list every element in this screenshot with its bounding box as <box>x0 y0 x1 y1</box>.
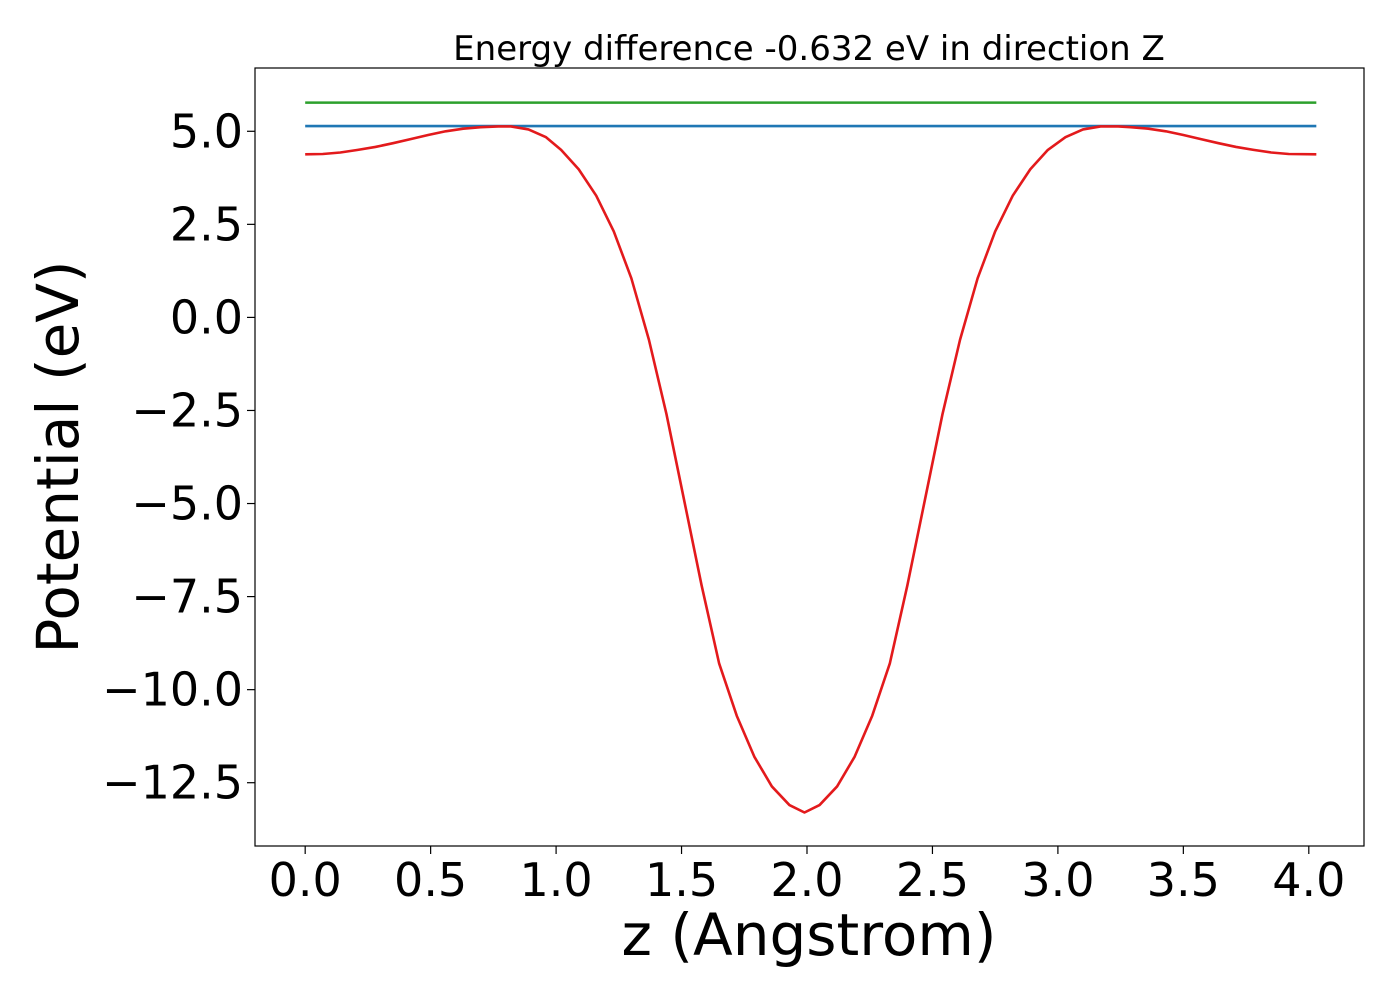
x-axis-label: z (Angstrom) <box>622 901 997 969</box>
x-tick-label: 1.0 <box>520 853 593 907</box>
x-tick-label: 0.0 <box>269 853 342 907</box>
x-tick-label: 3.0 <box>1021 853 1094 907</box>
y-tick-label: −2.5 <box>131 383 243 437</box>
y-tick-label: 2.5 <box>170 197 243 251</box>
x-axis: 0.0 0.5 1.0 1.5 2.0 2.5 3.0 3.5 4.0 <box>269 846 1345 907</box>
series-layer <box>305 101 1317 814</box>
x-tick-label: 2.0 <box>770 853 843 907</box>
x-tick-label: 0.5 <box>394 853 467 907</box>
y-axis-label: Potential (eV) <box>24 260 92 653</box>
x-tick-label: 3.5 <box>1147 853 1220 907</box>
y-axis: −12.5 −10.0 −7.5 −5.0 −2.5 0.0 2.5 5.0 <box>102 104 255 810</box>
y-tick-label: 5.0 <box>170 104 243 158</box>
y-tick-label: −12.5 <box>102 756 243 810</box>
x-tick-label: 4.0 <box>1272 853 1345 907</box>
y-tick-label: 0.0 <box>170 290 243 344</box>
y-tick-label: −7.5 <box>131 570 243 624</box>
x-tick-label: 1.5 <box>645 853 718 907</box>
y-tick-label: −10.0 <box>102 663 243 717</box>
plot-frame <box>254 67 1365 847</box>
x-tick-label: 2.5 <box>896 853 969 907</box>
chart-title: Energy difference -0.632 eV in direction… <box>453 29 1165 69</box>
y-tick-label: −5.0 <box>131 477 243 531</box>
series-line-3 <box>305 125 1317 814</box>
